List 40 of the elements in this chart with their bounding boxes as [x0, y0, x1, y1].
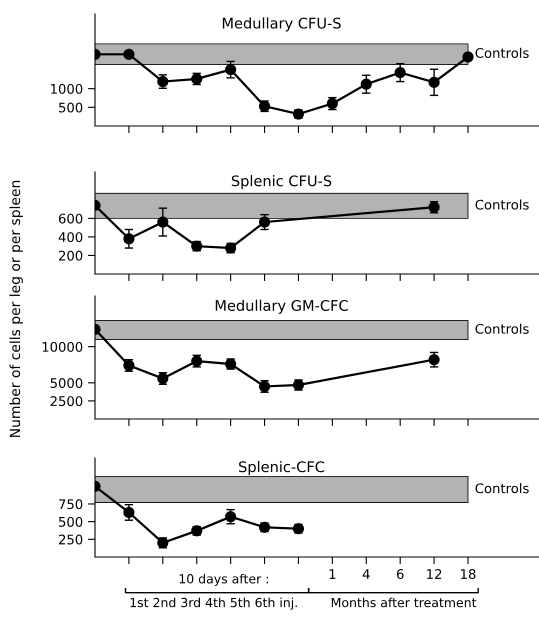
point — [225, 511, 236, 522]
chart-title: Medullary GM-CFC — [216, 300, 348, 314]
y-tick-label: 10000 — [42, 342, 82, 352]
x-tick-label: 1 — [330, 569, 336, 579]
y-tick-label: 200 — [58, 250, 82, 261]
text: 10 days after : — [180, 574, 268, 586]
point — [360, 78, 372, 90]
y-tick-label: 500 — [59, 516, 82, 527]
point — [394, 67, 406, 78]
x-tick-label: 12 — [427, 569, 442, 579]
x-tick-label: 4 — [362, 569, 370, 579]
point — [428, 76, 440, 88]
y-tick-label: 250 — [58, 534, 82, 545]
band-label: Controls — [476, 324, 529, 334]
point — [428, 354, 440, 366]
band-label: Controls — [476, 48, 529, 58]
text: Months after treatment — [332, 598, 476, 608]
y-axis-title: Number of cells per leg or per spleen — [9, 180, 23, 437]
chart-title: Splenic-CFC — [239, 460, 324, 476]
point — [258, 216, 270, 228]
x-tick-label: 18 — [461, 569, 476, 580]
y-tick-label: 500 — [59, 102, 82, 113]
band-label: Controls — [476, 199, 529, 210]
y-tick-label: 400 — [58, 232, 82, 242]
point — [157, 216, 168, 228]
chart-title: Splenic CFU-S — [232, 175, 332, 190]
y-tick-label: 600 — [58, 214, 82, 224]
point — [225, 64, 236, 76]
band-label: Controls — [476, 483, 529, 494]
point — [123, 233, 134, 244]
chart-title: Medullary CFU-S — [222, 17, 341, 32]
y-tick-label: 1000 — [51, 84, 82, 94]
point — [462, 51, 474, 62]
point — [123, 48, 134, 60]
x-tick-label: 6 — [396, 569, 404, 580]
y-tick-label: 750 — [59, 499, 82, 510]
text: 1st 2nd 3rd 4th 5th 6th inj. — [130, 598, 297, 610]
y-tick-label: 5000 — [50, 378, 82, 388]
point — [123, 506, 134, 518]
y-tick-label: 2500 — [50, 396, 82, 406]
